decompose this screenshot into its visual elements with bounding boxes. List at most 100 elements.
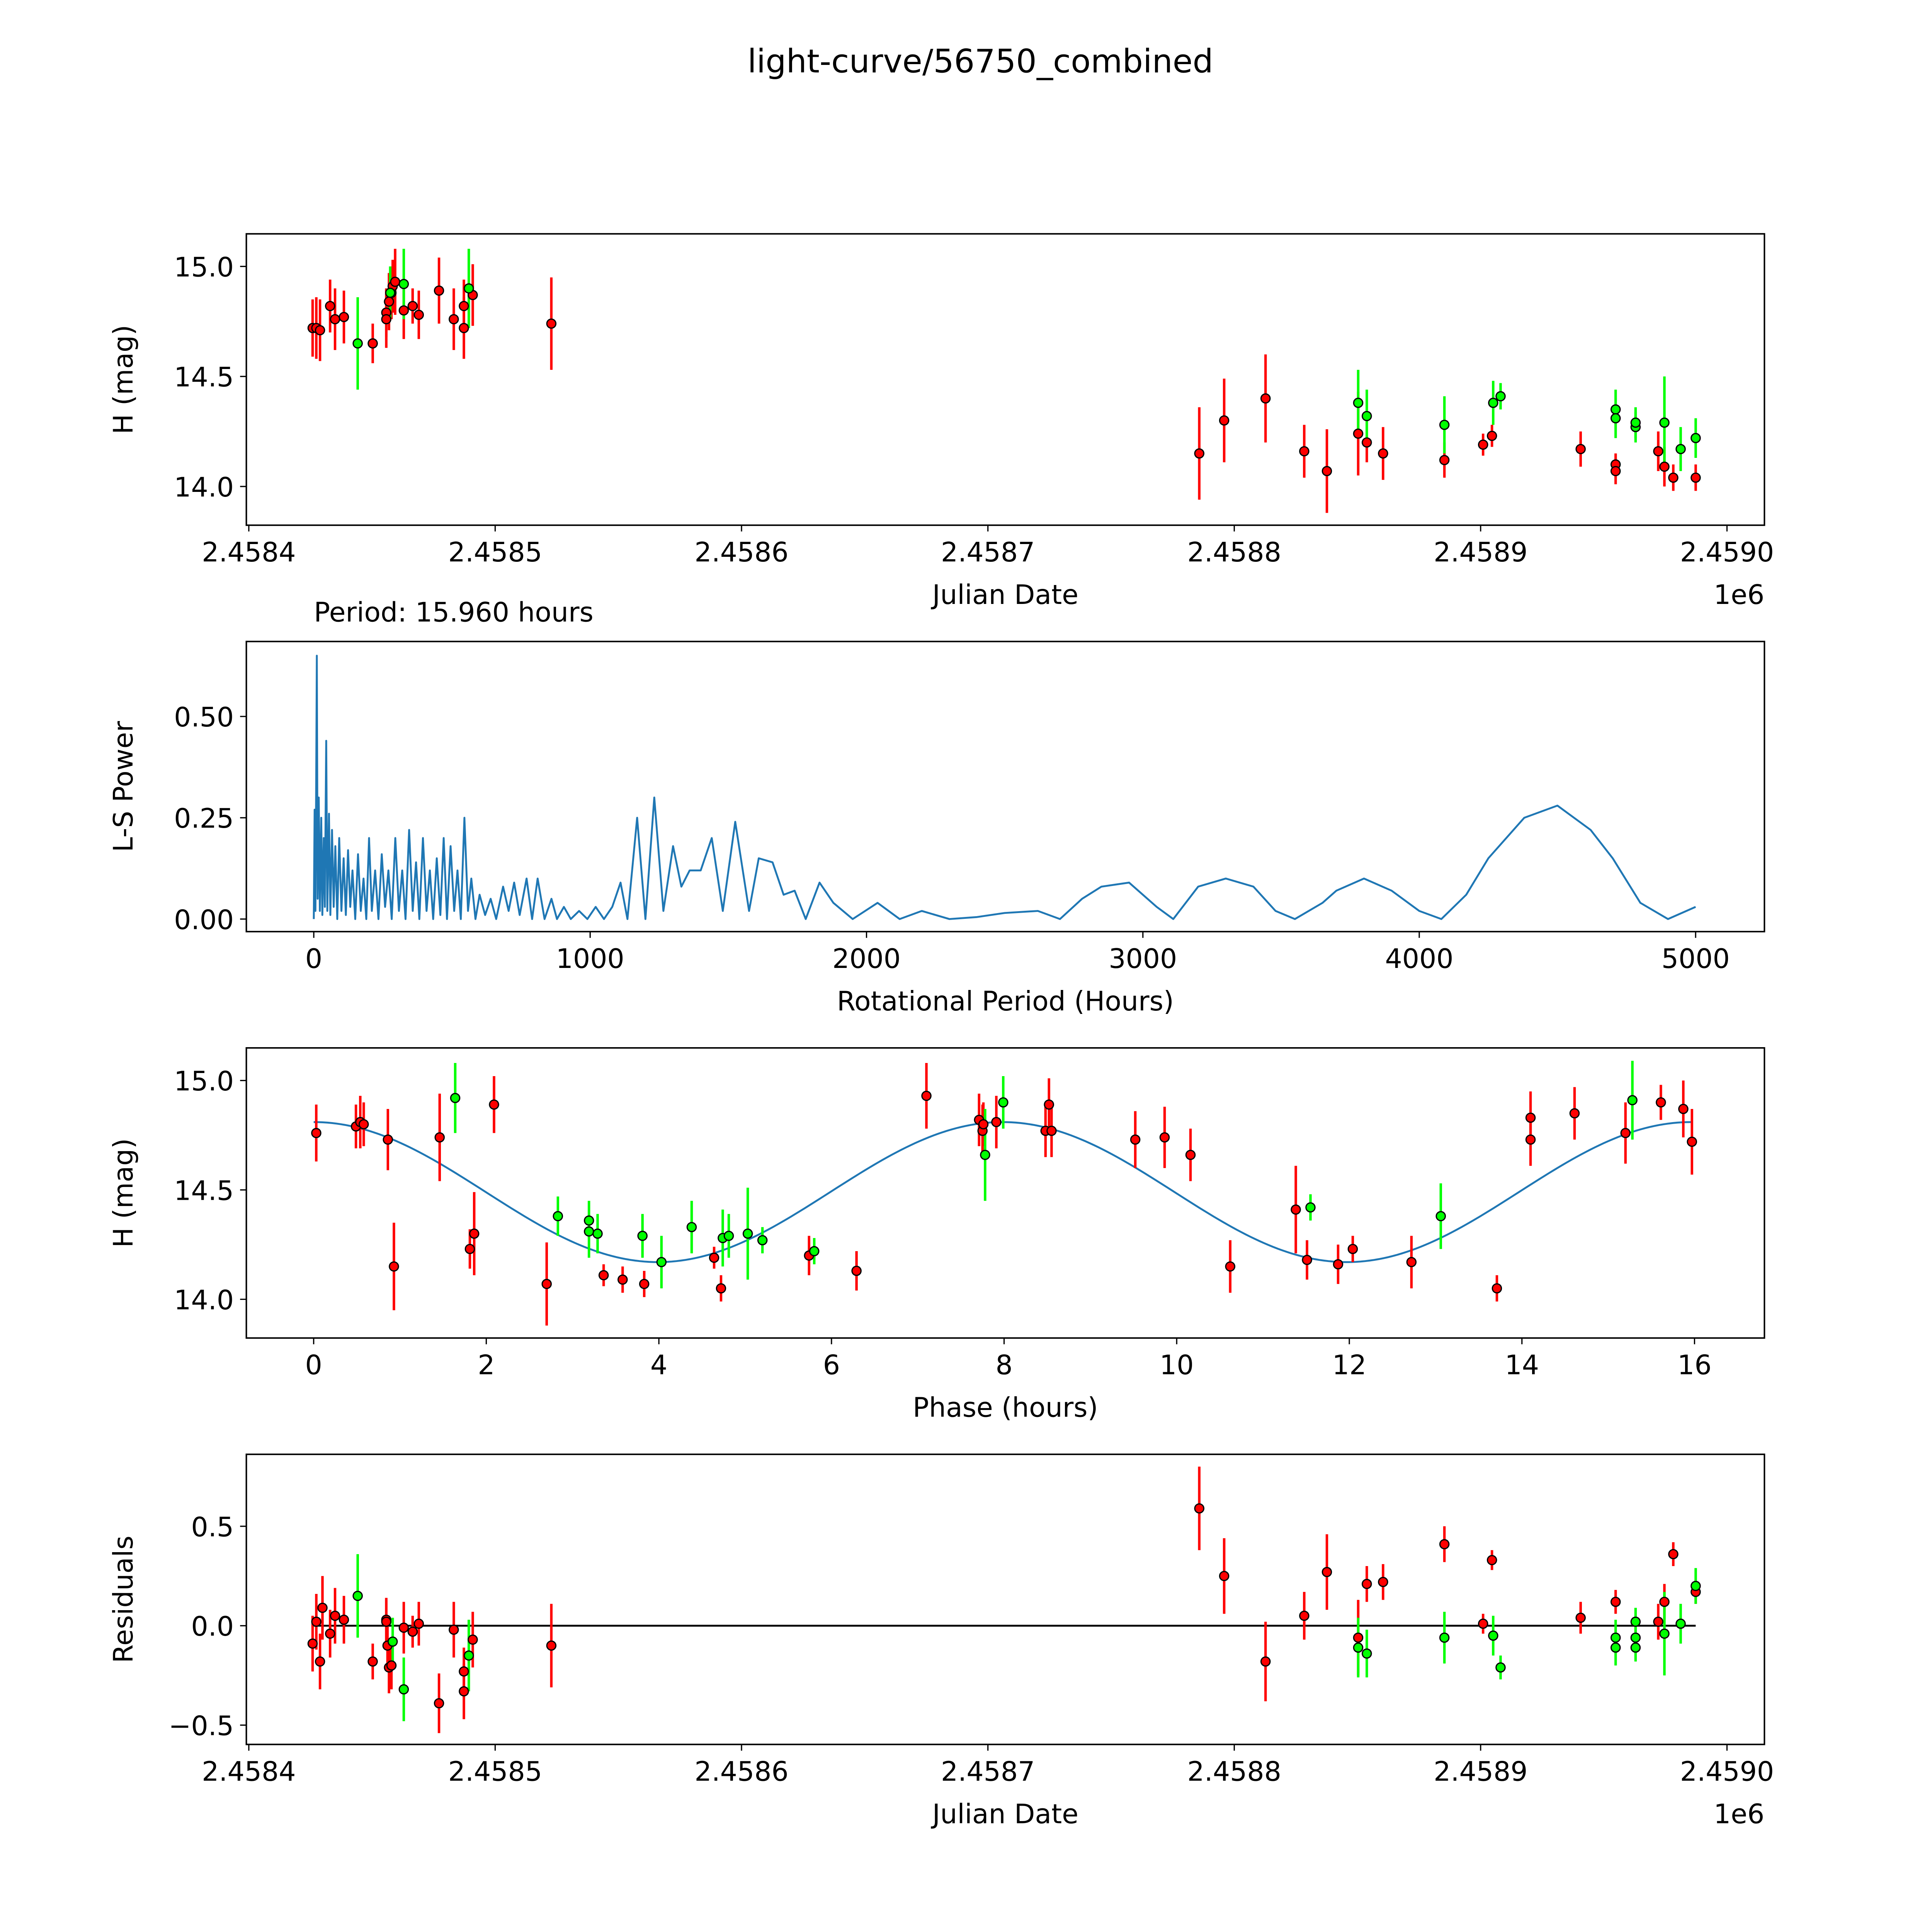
data-point bbox=[338, 312, 349, 322]
data-point bbox=[1569, 1108, 1580, 1119]
data-point bbox=[464, 1244, 475, 1254]
data-point bbox=[1302, 1255, 1312, 1265]
data-point bbox=[598, 1270, 609, 1281]
data-point bbox=[921, 1090, 932, 1101]
plot-area bbox=[307, 248, 1701, 513]
data-point bbox=[1194, 1503, 1204, 1514]
data-point bbox=[1347, 1244, 1358, 1254]
panels: 2.4584 2.4585 2.4586 2.4587 2.4588 2.4589 2.45… bbox=[108, 233, 1774, 1830]
data-point bbox=[381, 314, 391, 325]
x-offset-label: 1e6 bbox=[1714, 579, 1764, 611]
figure-title: light-curve/56750_combined bbox=[747, 43, 1213, 80]
data-point bbox=[469, 1228, 480, 1239]
data-point bbox=[1488, 1630, 1498, 1641]
axes-frame bbox=[245, 1453, 1765, 1745]
y-axis-label: Residuals bbox=[108, 1536, 139, 1663]
data-point bbox=[1353, 398, 1364, 408]
x-tick-label: 0 bbox=[305, 1350, 322, 1381]
data-point bbox=[1478, 1618, 1488, 1629]
data-point bbox=[489, 1099, 499, 1110]
data-point bbox=[398, 305, 409, 316]
x-tick-label: 2.4586 bbox=[694, 1756, 788, 1787]
axes-frame bbox=[245, 233, 1765, 526]
panel-p3: 0 2 4 6 8 10 12 14 16 14.0 14.5 15.0 Phase (hours) H … bbox=[108, 1047, 1765, 1423]
data-point bbox=[1260, 393, 1271, 404]
data-point bbox=[381, 1616, 391, 1627]
data-point bbox=[1630, 1632, 1641, 1643]
data-point bbox=[459, 323, 469, 333]
x-tick-label: 2.4584 bbox=[202, 1756, 296, 1787]
data-point bbox=[359, 1119, 369, 1129]
data-point bbox=[1439, 1632, 1450, 1643]
y-tick-label: −0.5 bbox=[168, 1711, 234, 1742]
data-point bbox=[1321, 466, 1332, 476]
data-point bbox=[553, 1211, 563, 1221]
data-point bbox=[1194, 448, 1204, 459]
data-point bbox=[1219, 415, 1230, 426]
data-point bbox=[656, 1257, 667, 1267]
data-point bbox=[742, 1228, 753, 1239]
panel-p4: 2.4584 2.4585 2.4586 2.4587 2.4588 2.4589 2.45… bbox=[108, 1453, 1774, 1830]
y-tick-label: 0.0 bbox=[191, 1611, 234, 1642]
x-tick-label: 2.4588 bbox=[1187, 1756, 1281, 1787]
data-point bbox=[338, 1614, 349, 1625]
data-point bbox=[1488, 398, 1498, 408]
data-point bbox=[1353, 1632, 1364, 1643]
data-point bbox=[1362, 411, 1372, 422]
data-point bbox=[315, 325, 325, 335]
x-tick-label: 2 bbox=[478, 1350, 495, 1381]
data-point bbox=[330, 1611, 340, 1621]
data-point bbox=[1492, 1283, 1502, 1294]
x-tick-label: 0 bbox=[305, 943, 322, 975]
data-point bbox=[407, 1626, 418, 1637]
data-point bbox=[1378, 448, 1388, 459]
x-tick-label: 2.4589 bbox=[1434, 537, 1527, 568]
data-point bbox=[1575, 444, 1586, 454]
x-tick-label: 1000 bbox=[556, 943, 624, 975]
data-point bbox=[1406, 1257, 1417, 1267]
data-point bbox=[1627, 1095, 1638, 1105]
data-point bbox=[1610, 1642, 1621, 1653]
panel-p1: 2.4584 2.4585 2.4586 2.4587 2.4588 2.4589 2.45… bbox=[108, 233, 1774, 611]
data-point bbox=[1486, 1555, 1497, 1565]
data-point bbox=[387, 1636, 398, 1647]
data-point bbox=[1046, 1126, 1057, 1136]
data-point bbox=[384, 296, 394, 307]
x-tick-label: 3000 bbox=[1109, 943, 1177, 975]
periodogram-line bbox=[313, 655, 1696, 920]
data-point bbox=[978, 1119, 989, 1129]
data-point bbox=[1439, 455, 1450, 465]
x-tick-label: 2.4585 bbox=[448, 537, 542, 568]
data-point bbox=[1495, 391, 1506, 401]
data-point bbox=[459, 301, 469, 311]
data-point bbox=[1678, 1104, 1689, 1114]
data-point bbox=[1305, 1202, 1316, 1213]
x-tick-label: 2.4587 bbox=[941, 1756, 1035, 1787]
data-point bbox=[311, 1128, 321, 1138]
data-point bbox=[1291, 1204, 1301, 1215]
period-annotation: Period: 15.960 hours bbox=[314, 597, 594, 628]
data-point bbox=[1630, 1642, 1641, 1653]
data-point bbox=[851, 1265, 862, 1276]
data-point bbox=[592, 1228, 603, 1239]
x-tick-label: 2.4590 bbox=[1680, 537, 1774, 568]
x-tick-label: 2000 bbox=[832, 943, 901, 975]
x-tick-label: 2.4586 bbox=[694, 537, 788, 568]
data-point bbox=[1675, 1618, 1686, 1629]
x-tick-label: 2.4588 bbox=[1187, 537, 1281, 568]
data-point bbox=[1668, 472, 1679, 483]
data-point bbox=[1333, 1259, 1344, 1270]
data-point bbox=[1675, 444, 1686, 454]
data-point bbox=[809, 1246, 820, 1257]
x-axis-label: Phase (hours) bbox=[913, 1392, 1098, 1423]
y-tick-label: 15.0 bbox=[174, 252, 234, 283]
data-point bbox=[1525, 1134, 1536, 1145]
x-tick-label: 6 bbox=[823, 1350, 840, 1381]
data-point bbox=[390, 277, 400, 287]
data-point bbox=[1690, 472, 1701, 483]
data-point bbox=[1130, 1134, 1141, 1145]
y-tick-label: 14.0 bbox=[174, 1284, 234, 1316]
x-tick-label: 5000 bbox=[1662, 943, 1730, 975]
